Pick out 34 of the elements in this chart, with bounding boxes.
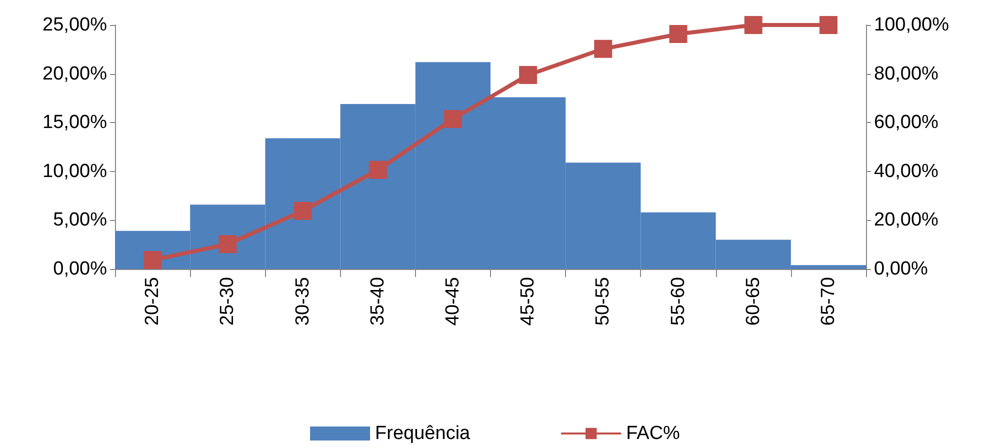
x-tick-label: 30-35 bbox=[292, 277, 314, 326]
x-tick-label: 60-65 bbox=[742, 277, 764, 326]
x-tick-label: 20-25 bbox=[142, 277, 164, 326]
y2-tick-label: 60,00% bbox=[874, 112, 939, 134]
point bbox=[444, 110, 462, 128]
point bbox=[744, 16, 762, 34]
x-tick-label: 35-40 bbox=[367, 277, 388, 326]
legend-label: Frequência bbox=[375, 423, 471, 444]
y-tick-label: 0,00% bbox=[53, 258, 108, 280]
point bbox=[594, 40, 612, 58]
point bbox=[819, 16, 838, 34]
y2-tick-label: 80,00% bbox=[874, 63, 939, 84]
y2-tick-label: 20,00% bbox=[874, 210, 939, 231]
y2-tick-label: 40,00% bbox=[874, 160, 939, 182]
point bbox=[144, 250, 162, 269]
y-tick-label: 10,00% bbox=[42, 160, 108, 182]
x-tick-label: 50-55 bbox=[592, 277, 614, 326]
x-tick-label: 65-70 bbox=[818, 277, 839, 326]
point bbox=[669, 25, 688, 44]
y-tick-label: 25,00% bbox=[42, 14, 108, 36]
y-tick-label: 15,00% bbox=[42, 112, 108, 134]
point bbox=[519, 66, 538, 84]
y2-tick-label: 0,00% bbox=[874, 258, 928, 280]
point bbox=[294, 202, 312, 220]
y2-tick-label: 100,00% bbox=[874, 14, 950, 36]
legend-label: FAC% bbox=[626, 423, 680, 444]
y-tick-label: 5,00% bbox=[53, 210, 108, 231]
point bbox=[368, 160, 387, 179]
point bbox=[218, 235, 237, 254]
x-tick-label: 45-50 bbox=[518, 277, 539, 326]
x-tick-label: 40-45 bbox=[442, 277, 464, 326]
y-tick-label: 20,00% bbox=[42, 63, 108, 84]
x-tick-label: 25-30 bbox=[217, 277, 238, 326]
x-tick-label: 55-60 bbox=[668, 277, 689, 326]
